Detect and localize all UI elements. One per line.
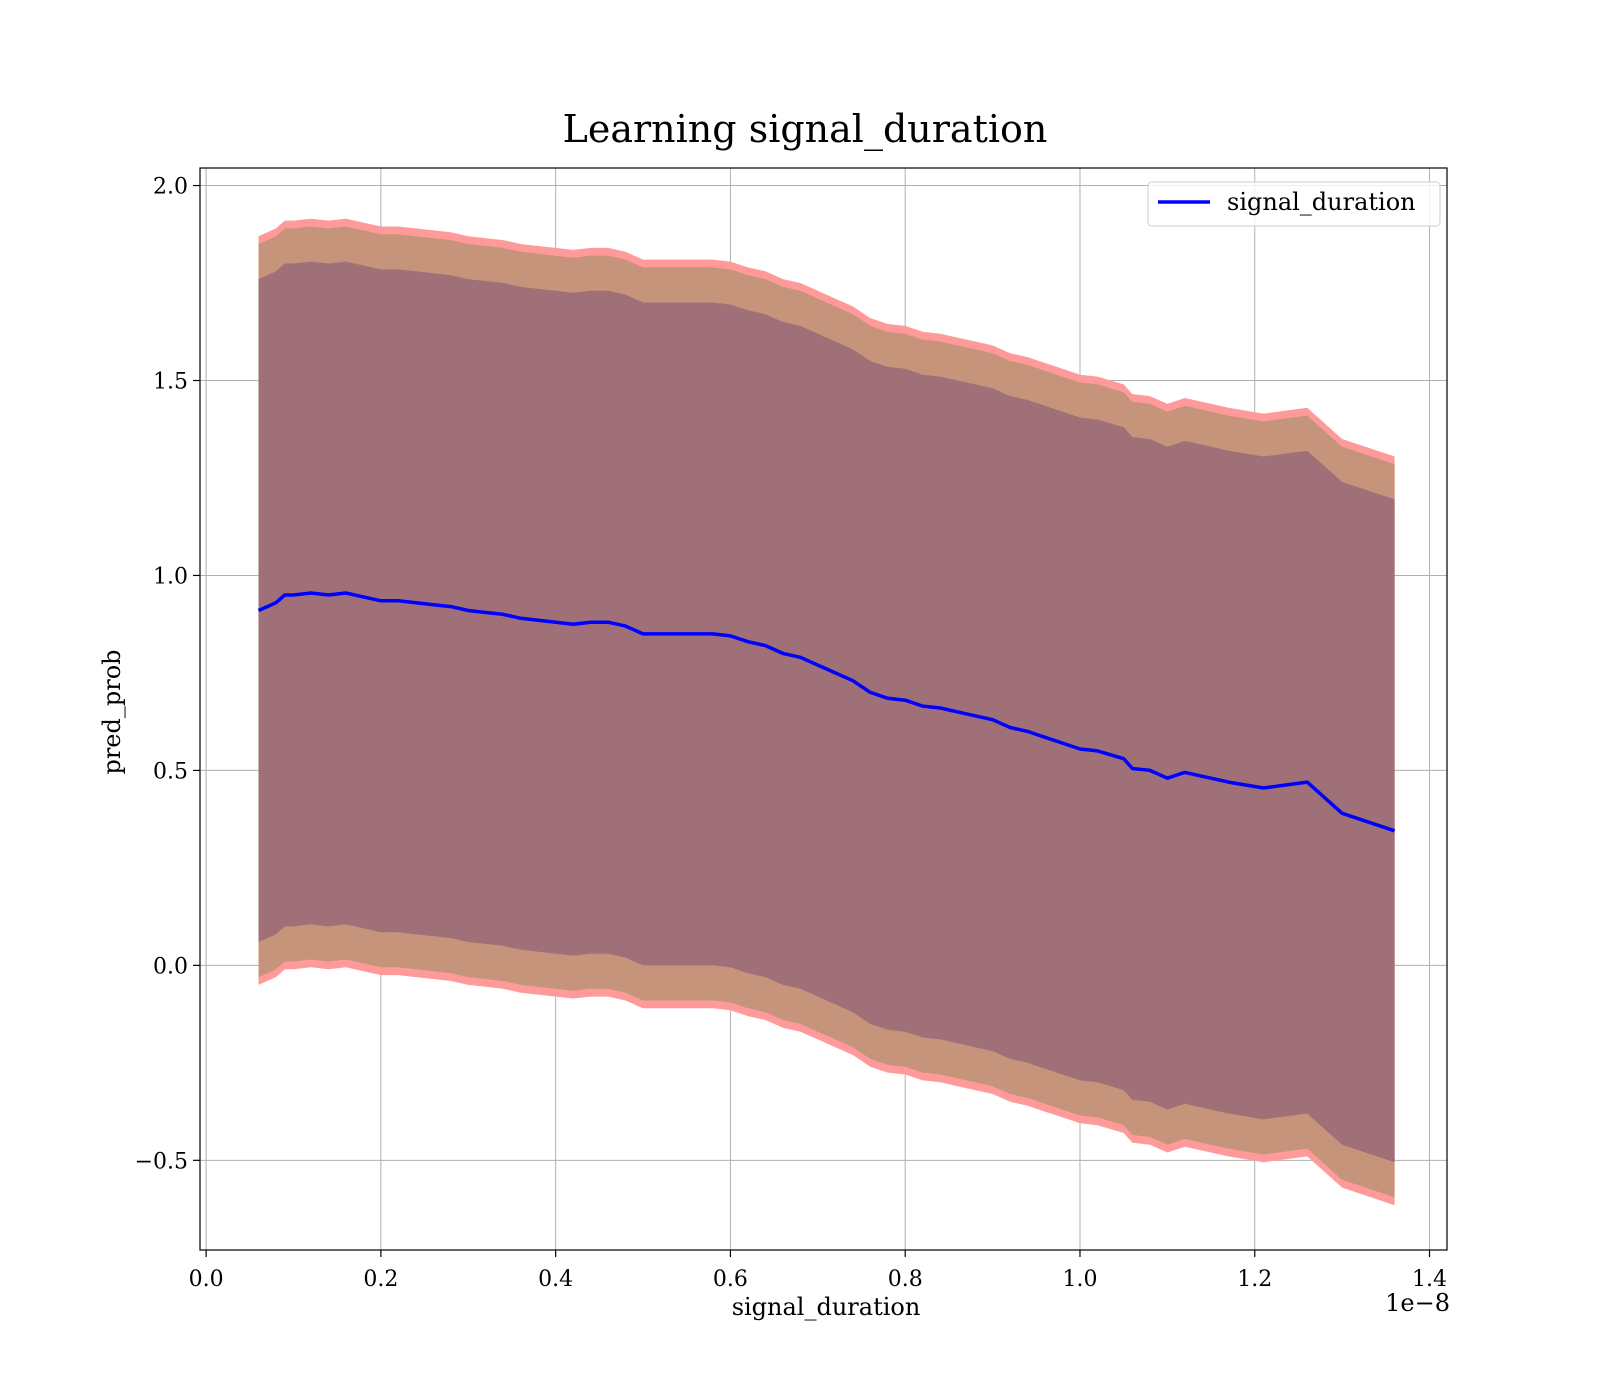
y-tick-label: 1.0 <box>153 564 188 589</box>
x-tick-label: 0.8 <box>888 1267 923 1292</box>
inner-confidence-band <box>258 261 1395 1163</box>
x-axis-label: signal_duration <box>732 1293 921 1321</box>
y-axis-ticks: −0.5 0.0 0.5 1.0 1.5 2.0 <box>135 175 200 1174</box>
y-tick-label: 2.0 <box>153 175 188 200</box>
x-axis-ticks: 0.0 0.2 0.4 0.6 0.8 1.0 1.2 1.4 <box>189 1250 1447 1292</box>
y-tick-label: 0.0 <box>153 954 188 979</box>
x-tick-label: 1.4 <box>1412 1267 1447 1292</box>
x-tick-label: 1.2 <box>1237 1267 1272 1292</box>
y-tick-label: −0.5 <box>135 1149 188 1174</box>
y-tick-label: 1.5 <box>153 370 188 395</box>
axes-frame <box>199 167 1448 1251</box>
x-tick-label: 0.2 <box>363 1267 398 1292</box>
series-line-signal-duration <box>257 591 1396 833</box>
x-tick-label: 0.6 <box>713 1267 748 1292</box>
y-axis-label: pred_prob <box>98 649 126 774</box>
x-axis-offset-label: 1e−8 <box>1385 1289 1450 1317</box>
legend: signal_duration <box>1147 181 1441 227</box>
x-tick-label: 0.0 <box>189 1267 224 1292</box>
legend-box <box>1147 181 1441 227</box>
plot-area <box>199 167 1448 1251</box>
x-tick-label: 1.0 <box>1062 1267 1097 1292</box>
x-tick-label: 0.4 <box>538 1267 573 1292</box>
chart-title: Learning signal_duration <box>563 107 1048 152</box>
series-lines <box>257 591 1396 833</box>
legend-label: signal_duration <box>1227 188 1416 216</box>
y-tick-label: 0.5 <box>153 759 188 784</box>
confidence-bands <box>258 218 1395 1206</box>
